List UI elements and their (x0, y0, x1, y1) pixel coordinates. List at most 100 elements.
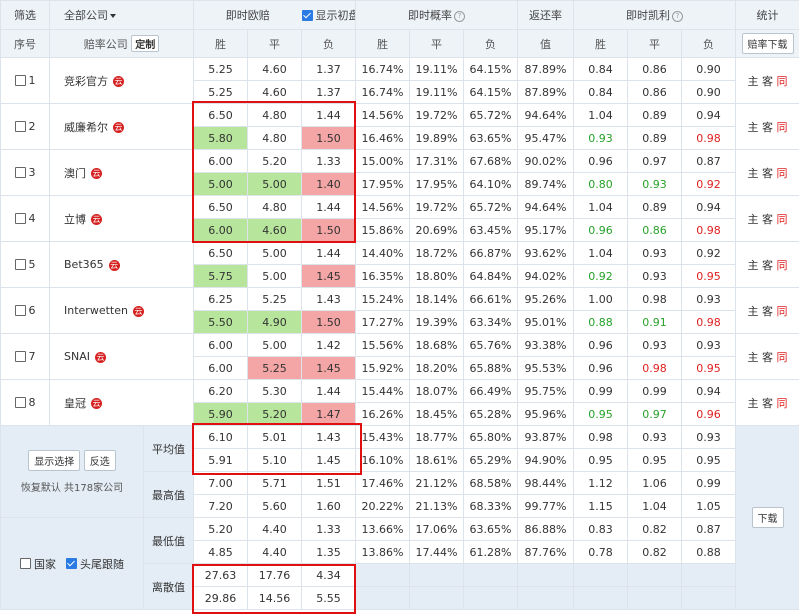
head-tail-checkbox[interactable] (66, 558, 77, 569)
away-link[interactable]: 客 (762, 167, 773, 180)
home-link[interactable]: 主 (748, 121, 759, 134)
row-checkbox[interactable] (15, 351, 26, 362)
company-name[interactable]: SNAI (64, 350, 90, 363)
row-select-cell[interactable]: 1 (1, 58, 50, 104)
help-icon[interactable]: ? (672, 11, 683, 22)
custom-button[interactable]: 定制 (131, 35, 159, 52)
kelly-value: 0.84 (574, 58, 628, 81)
company-header: 赔率公司 定制 (50, 30, 194, 58)
home-link[interactable]: 主 (748, 305, 759, 318)
odds-value: 1.40 (302, 173, 356, 196)
cloud-badge-icon[interactable]: 云 (91, 398, 102, 409)
company-name-cell[interactable]: Interwetten 云 (50, 288, 194, 334)
help-icon[interactable]: ? (454, 11, 465, 22)
same-link[interactable]: 同 (777, 213, 788, 226)
home-link[interactable]: 主 (748, 397, 759, 410)
away-link[interactable]: 客 (762, 259, 773, 272)
row-checkbox[interactable] (15, 305, 26, 316)
row-checkbox[interactable] (15, 121, 26, 132)
same-link[interactable]: 同 (777, 121, 788, 134)
show-selected-button[interactable]: 显示选择 (28, 450, 80, 471)
row-select-cell[interactable]: 3 (1, 150, 50, 196)
company-name-cell[interactable]: Bet365 云 (50, 242, 194, 288)
company-name-cell[interactable]: 皇冠云 (50, 380, 194, 426)
company-name[interactable]: Interwetten (64, 304, 128, 317)
same-link[interactable]: 同 (777, 259, 788, 272)
cloud-badge-icon[interactable]: 云 (113, 76, 124, 87)
restore-default-link[interactable]: 恢复默认 (21, 483, 61, 494)
head-tail-filter[interactable]: 头尾跟随 (66, 556, 124, 572)
kelly-value: 0.93 (682, 288, 736, 311)
country-checkbox[interactable] (20, 558, 31, 569)
cloud-badge-icon[interactable]: 云 (91, 214, 102, 225)
cloud-badge-icon[interactable]: 云 (95, 352, 106, 363)
row-checkbox[interactable] (15, 213, 26, 224)
download-button[interactable]: 下载 (752, 507, 784, 528)
row-select-cell[interactable]: 8 (1, 380, 50, 426)
company-name[interactable]: 皇冠 (64, 397, 86, 410)
home-link[interactable]: 主 (748, 213, 759, 226)
row-select-cell[interactable]: 5 (1, 242, 50, 288)
prob-value: 19.89% (410, 127, 464, 150)
same-link[interactable]: 同 (777, 167, 788, 180)
row-checkbox[interactable] (15, 167, 26, 178)
cloud-badge-icon[interactable]: 云 (133, 306, 144, 317)
row-select-cell[interactable]: 7 (1, 334, 50, 380)
company-name[interactable]: 澳门 (64, 167, 86, 180)
summary-odds-value: 29.86 (194, 587, 248, 610)
company-name[interactable]: 竞彩官方 (64, 75, 108, 88)
same-link[interactable]: 同 (777, 305, 788, 318)
show-initial-checkbox[interactable] (302, 10, 313, 21)
company-name-cell[interactable]: SNAI 云 (50, 334, 194, 380)
kelly-value: 1.04 (574, 104, 628, 127)
away-link[interactable]: 客 (762, 75, 773, 88)
odds-value: 1.47 (302, 403, 356, 426)
home-link[interactable]: 主 (748, 75, 759, 88)
company-name[interactable]: 威廉希尔 (64, 121, 108, 134)
cloud-badge-icon[interactable]: 云 (109, 260, 120, 271)
prob-value: 66.61% (464, 288, 518, 311)
cloud-badge-icon[interactable]: 云 (91, 168, 102, 179)
away-link[interactable]: 客 (762, 213, 773, 226)
away-link[interactable]: 客 (762, 351, 773, 364)
odds-download-button[interactable]: 赔率下载 (742, 33, 794, 54)
home-link[interactable]: 主 (748, 259, 759, 272)
away-link[interactable]: 客 (762, 305, 773, 318)
same-link[interactable]: 同 (777, 397, 788, 410)
row-select-cell[interactable]: 2 (1, 104, 50, 150)
kelly-value: 0.93 (574, 127, 628, 150)
away-link[interactable]: 客 (762, 121, 773, 134)
away-link[interactable]: 客 (762, 397, 773, 410)
same-link[interactable]: 同 (777, 351, 788, 364)
summary-kelly-value: 0.95 (574, 449, 628, 472)
invert-button[interactable]: 反选 (84, 450, 116, 471)
company-name-cell[interactable]: 立博云 (50, 196, 194, 242)
kelly-value: 0.95 (574, 403, 628, 426)
row-select-cell[interactable]: 4 (1, 196, 50, 242)
country-filter[interactable]: 国家 (20, 556, 56, 572)
all-companies-dropdown[interactable]: 全部公司 (50, 1, 194, 30)
company-name-cell[interactable]: 澳门云 (50, 150, 194, 196)
row-select-cell[interactable]: 6 (1, 288, 50, 334)
row-checkbox[interactable] (15, 397, 26, 408)
row-checkbox[interactable] (15, 75, 26, 86)
home-link[interactable]: 主 (748, 167, 759, 180)
company-name-cell[interactable]: 威廉希尔云 (50, 104, 194, 150)
show-initial-toggle[interactable]: 显示初盘 (302, 1, 356, 30)
company-name-cell[interactable]: 竞彩官方云 (50, 58, 194, 104)
kelly-value: 0.93 (628, 173, 682, 196)
company-name[interactable]: Bet365 (64, 258, 104, 271)
cloud-badge-icon[interactable]: 云 (113, 122, 124, 133)
home-link[interactable]: 主 (748, 351, 759, 364)
row-checkbox[interactable] (15, 259, 26, 270)
company-name[interactable]: 立博 (64, 213, 86, 226)
same-link[interactable]: 同 (777, 75, 788, 88)
